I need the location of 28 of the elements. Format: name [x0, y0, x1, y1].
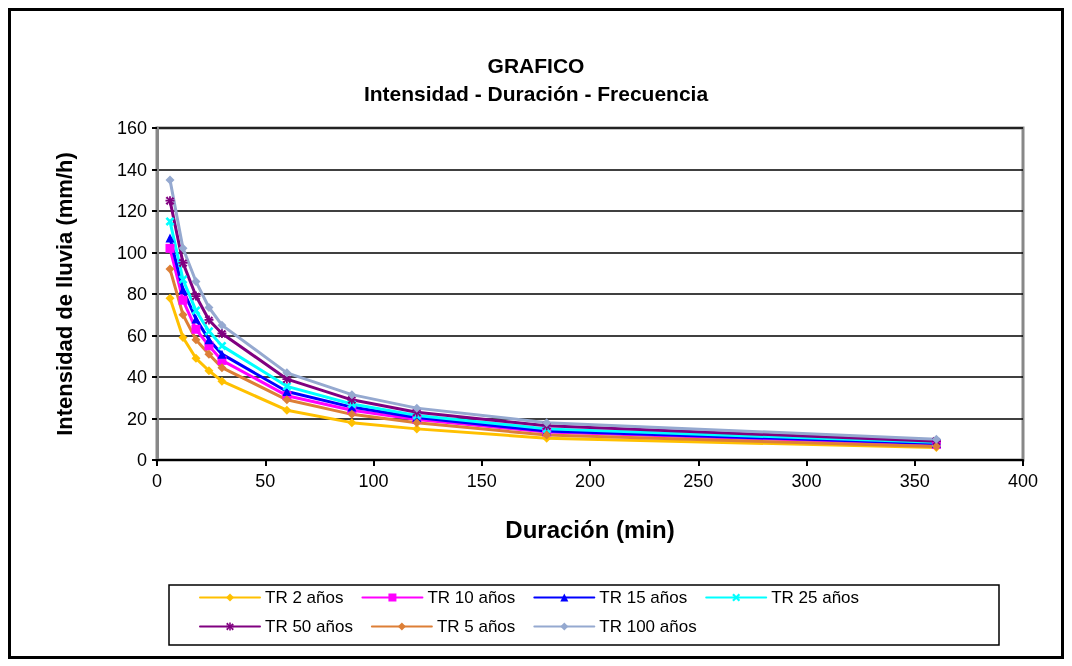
- legend-label: TR 10 años: [427, 588, 516, 607]
- y-tick-label: 80: [126, 284, 147, 304]
- y-axis-title: Intensidad de lluvia (mm/h): [51, 152, 77, 436]
- x-tick-label: 100: [358, 471, 389, 491]
- y-tick-label: 100: [116, 242, 147, 263]
- legend-label: TR 100 años: [599, 617, 697, 636]
- chart-title: GRAFICO Intensidad - Duración - Frecuencia: [363, 53, 709, 105]
- y-tick-label: 140: [116, 159, 147, 180]
- x-axis-title: Duración (min): [505, 515, 675, 543]
- x-tick-label: 0: [151, 471, 163, 491]
- y-tick-label: 120: [116, 201, 147, 221]
- x-tick-label: 300: [791, 471, 822, 491]
- legend-label: TR 2 años: [265, 588, 344, 607]
- y-tick-label: 40: [126, 367, 147, 387]
- legend-label: TR 50 años: [265, 617, 353, 636]
- x-tick-label: 50: [255, 471, 276, 491]
- x-tick-label: 150: [466, 471, 497, 491]
- x-tick-label: 250: [683, 471, 714, 491]
- y-tick-label: 20: [126, 408, 147, 429]
- y-tick-label: 60: [126, 325, 147, 346]
- x-tick-label: 400: [1007, 471, 1039, 491]
- legend-label: TR 25 años: [771, 588, 860, 607]
- x-tick-label: 200: [574, 471, 606, 491]
- x-tick-label: 350: [899, 471, 930, 491]
- legend-label: TR 15 años: [599, 588, 688, 607]
- legend-label: TR 5 años: [436, 617, 516, 636]
- y-tick-label: 160: [116, 118, 147, 138]
- y-tick-label: 0: [136, 450, 147, 470]
